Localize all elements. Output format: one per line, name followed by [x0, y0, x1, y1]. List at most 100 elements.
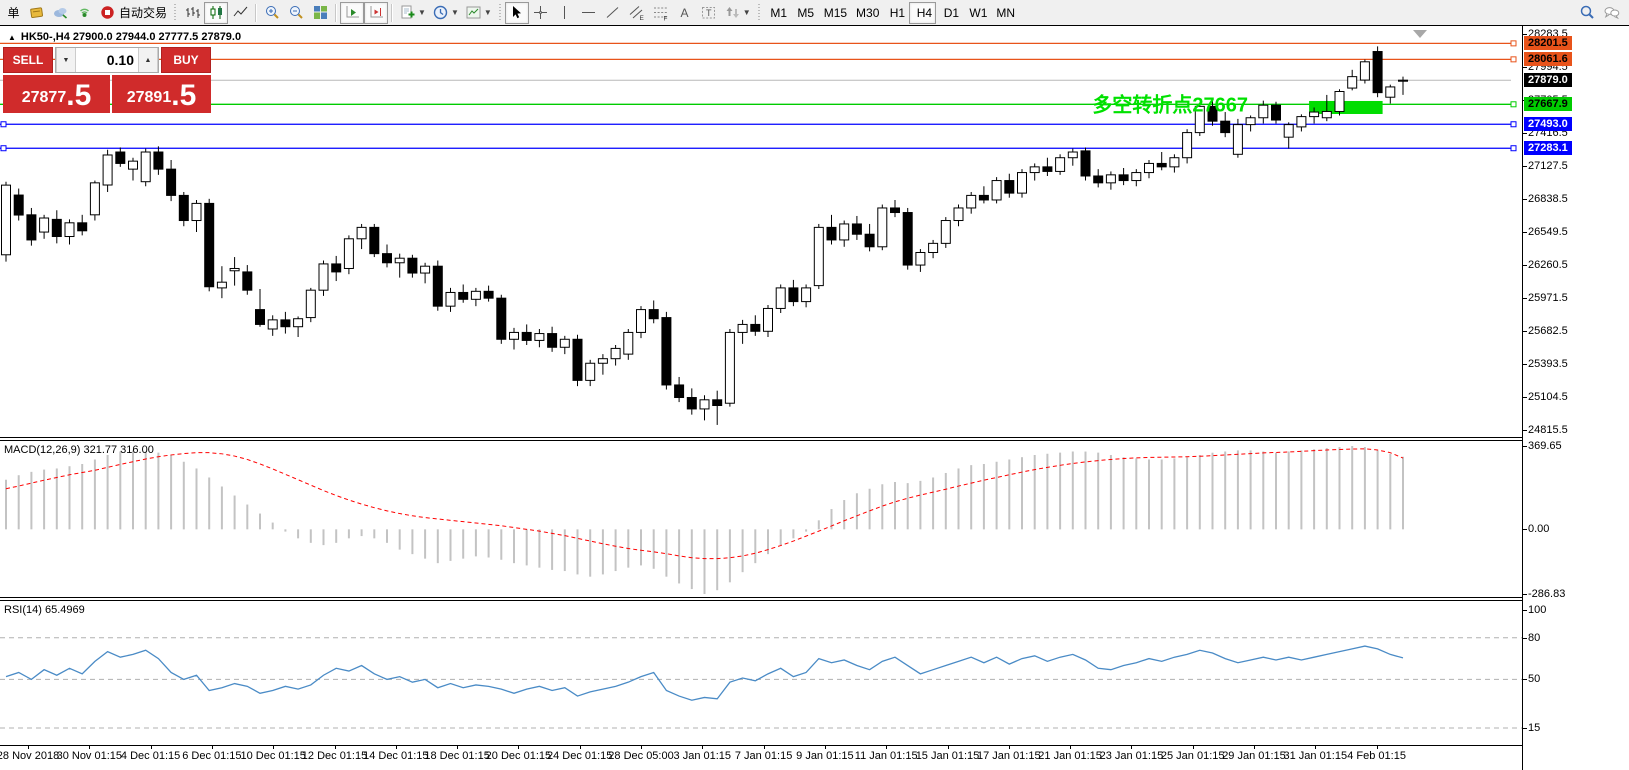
line-chart-icon: [232, 4, 249, 21]
collapse-arrow-icon[interactable]: ▲: [8, 33, 16, 42]
signal-button[interactable]: [72, 2, 96, 24]
time-tick-mark: [1131, 746, 1133, 749]
time-tick-mark: [1376, 746, 1378, 749]
candle: [1385, 84, 1396, 104]
time-tick-mark: [886, 746, 888, 749]
bar-chart-button[interactable]: [180, 2, 204, 24]
candle: [331, 255, 342, 282]
timeframe-m15-button[interactable]: M15: [818, 2, 850, 24]
book-button[interactable]: [24, 2, 48, 24]
volume-input[interactable]: [76, 48, 138, 72]
candle: [966, 191, 977, 214]
templates-button[interactable]: ▼: [462, 2, 495, 24]
button-label: W1: [969, 5, 988, 20]
crosshair-button[interactable]: [529, 2, 553, 24]
macd-pane[interactable]: [0, 441, 1522, 597]
candle: [39, 214, 50, 239]
candle: [1, 181, 11, 262]
timeframe-m30-button[interactable]: M30: [850, 2, 882, 24]
candle: [1321, 94, 1332, 122]
indicators-button[interactable]: ▼: [396, 2, 429, 24]
chat-button[interactable]: [1599, 2, 1623, 24]
line-handle[interactable]: [0, 145, 7, 152]
timeframe-d1-button[interactable]: D1: [936, 2, 963, 24]
shapes-button[interactable]: ▼: [721, 2, 754, 24]
time-axis-label: 14 Dec 01:15: [363, 750, 429, 762]
line-handle[interactable]: [1510, 40, 1517, 47]
sell-price[interactable]: 27877.5: [3, 75, 110, 113]
label-button[interactable]: T: [697, 2, 721, 24]
text-button[interactable]: A: [673, 2, 697, 24]
cursor-button[interactable]: [504, 1, 529, 24]
line-handle[interactable]: [0, 121, 7, 128]
candle: [572, 334, 583, 387]
chevron-down-icon: ▼: [418, 8, 426, 17]
timeframe-w1-button[interactable]: W1: [963, 2, 990, 24]
main-chart-pane[interactable]: 多空转折点27667: [0, 26, 1522, 437]
cloud-button[interactable]: [48, 2, 72, 24]
candle: [115, 147, 126, 167]
pane-divider[interactable]: [0, 597, 1522, 601]
chart-annotation-text[interactable]: 多空转折点27667: [1092, 92, 1248, 116]
scale-tick-mark: [1523, 679, 1527, 681]
candle: [89, 180, 100, 221]
timeframe-m5-button[interactable]: M5: [791, 2, 818, 24]
line-handle[interactable]: [1510, 56, 1517, 63]
sell-button[interactable]: SELL: [3, 47, 53, 73]
timeframe-mn-button[interactable]: MN: [990, 2, 1018, 24]
tile-windows-button[interactable]: [308, 2, 332, 24]
timeframe-m1-button[interactable]: M1: [764, 2, 791, 24]
channel-button[interactable]: E: [625, 2, 649, 24]
scale-tick-label: 100: [1528, 604, 1547, 616]
line-handle[interactable]: [1510, 145, 1517, 152]
line-chart-button[interactable]: [228, 2, 252, 24]
candle: [356, 223, 367, 250]
chat-icon: [1603, 4, 1620, 21]
candle: [547, 326, 558, 352]
vline-button[interactable]: [553, 2, 577, 24]
buy-button[interactable]: BUY: [161, 47, 211, 73]
autotrade-button[interactable]: 自动交易: [96, 2, 170, 24]
volume-up-button[interactable]: ▲: [138, 48, 158, 72]
volume-down-button[interactable]: ▼: [56, 48, 76, 72]
hline-button[interactable]: [577, 2, 601, 24]
time-axis[interactable]: 28 Nov 2018 30 Nov 01:15 4 Dec 01:15 6 Dec …: [0, 745, 1522, 770]
pane-divider[interactable]: [0, 437, 1522, 441]
templates-icon: [465, 4, 482, 21]
zoom-out-icon: [288, 4, 305, 21]
fibonacci-button[interactable]: F: [649, 2, 673, 24]
rsi-label: RSI(14) 65.4969: [4, 604, 85, 616]
candlestick-button[interactable]: [204, 1, 229, 24]
periods-button[interactable]: ▼: [429, 2, 462, 24]
chart-shift-button[interactable]: [364, 1, 389, 24]
time-tick-mark: [150, 746, 152, 749]
timeframe-h1-button[interactable]: H1: [882, 2, 909, 24]
candle: [851, 215, 862, 240]
volume-stepper: ▼ ▲: [55, 47, 159, 73]
zoom-out-button[interactable]: [284, 2, 308, 24]
rsi-pane[interactable]: [0, 601, 1522, 745]
auto-scroll-button[interactable]: [340, 1, 365, 24]
timeframe-h4-button[interactable]: H4: [909, 1, 937, 24]
line-handle[interactable]: [1510, 121, 1517, 128]
time-tick-mark: [1070, 746, 1072, 749]
line-handle[interactable]: [1510, 101, 1517, 108]
level-scale-label: 27493.0: [1524, 117, 1572, 132]
candle: [902, 207, 913, 270]
highlight-zone[interactable]: [1309, 100, 1383, 114]
search-button[interactable]: [1575, 2, 1599, 24]
time-axis-label: 6 Dec 01:15: [182, 750, 242, 762]
time-tick-mark: [1315, 746, 1317, 749]
candle: [420, 262, 431, 284]
trendline-button[interactable]: [601, 2, 625, 24]
candle: [597, 354, 608, 375]
new-order-button[interactable]: 单: [0, 2, 24, 24]
time-axis-label: 12 Dec 01:15: [301, 750, 368, 762]
price-scale[interactable]: 28283.527994.527705.527416.527127.526838…: [1522, 26, 1629, 770]
channel-icon: E: [628, 4, 645, 21]
time-axis-label: 18 Dec 01:15: [424, 750, 490, 762]
zoom-in-button[interactable]: [260, 2, 284, 24]
tile-windows-icon: [312, 4, 329, 21]
candle: [737, 319, 748, 344]
buy-price[interactable]: 27891.5: [112, 75, 211, 113]
